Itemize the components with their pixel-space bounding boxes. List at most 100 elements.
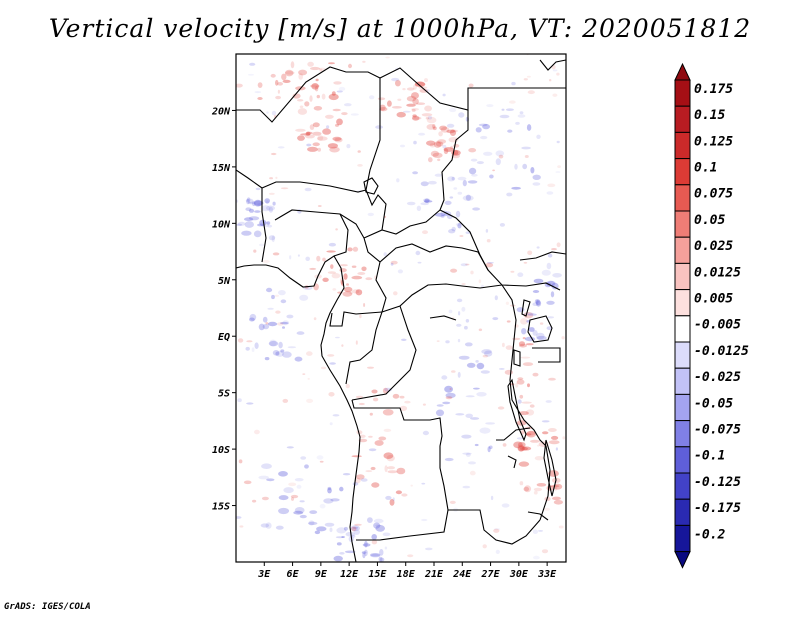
updraft-patch [355, 395, 364, 399]
updraft-patch [331, 91, 336, 96]
downdraft-patch [534, 299, 539, 304]
updraft-patch [379, 104, 386, 111]
downdraft-patch [329, 362, 336, 365]
downdraft-patch [457, 176, 467, 181]
updraft-patch [269, 177, 273, 180]
downdraft-patch [485, 229, 489, 233]
updraft-patch [433, 141, 442, 148]
updraft-patch [425, 117, 430, 120]
downdraft-patch [245, 198, 254, 203]
updraft-patch [478, 279, 482, 284]
downdraft-patch [489, 445, 493, 450]
downdraft-patch [299, 294, 309, 301]
downdraft-patch [296, 484, 302, 489]
downdraft-patch [375, 125, 383, 129]
updraft-patch [254, 429, 260, 435]
updraft-patch [523, 486, 530, 492]
downdraft-patch [485, 422, 495, 425]
updraft-patch [307, 146, 318, 152]
downdraft-patch [282, 351, 292, 358]
plot-title: Vertical velocity [m/s] at 1000hPa, VT: … [48, 14, 752, 43]
updraft-patch [332, 108, 341, 112]
downdraft-patch [236, 223, 243, 226]
updraft-patch [257, 97, 263, 100]
updraft-patch [327, 143, 338, 149]
updraft-patch [290, 61, 295, 69]
updraft-patch [412, 116, 422, 120]
downdraft-patch [455, 210, 461, 218]
downdraft-patch [423, 200, 433, 203]
updraft-patch [371, 482, 380, 488]
updraft-patch [291, 497, 294, 501]
downdraft-patch [257, 223, 264, 227]
updraft-patch [402, 88, 406, 91]
updraft-patch [277, 322, 284, 326]
downdraft-patch [458, 355, 470, 360]
updraft-patch [478, 328, 483, 332]
downdraft-patch [391, 77, 400, 82]
updraft-patch [558, 525, 564, 529]
downdraft-patch [385, 495, 392, 500]
downdraft-patch [467, 180, 478, 184]
updraft-patch [351, 265, 357, 268]
updraft-patch [395, 490, 402, 495]
downdraft-patch [474, 443, 479, 447]
updraft-patch [519, 394, 524, 399]
downdraft-patch [451, 226, 456, 232]
updraft-patch [268, 192, 275, 195]
downdraft-patch [481, 349, 492, 355]
updraft-patch [297, 135, 305, 141]
updraft-patch [509, 100, 516, 104]
lat-tick-label: 15S [212, 502, 230, 513]
updraft-patch [524, 155, 529, 158]
updraft-patch [383, 452, 394, 460]
updraft-patch [351, 526, 357, 532]
lat-tick-label: 10N [212, 219, 231, 230]
downdraft-patch [280, 321, 289, 325]
updraft-patch [443, 147, 454, 152]
updraft-patch [526, 75, 531, 78]
downdraft-patch [277, 146, 285, 149]
updraft-patch [525, 343, 534, 346]
updraft-patch [401, 493, 408, 497]
downdraft-patch [465, 319, 470, 323]
downdraft-patch [364, 549, 368, 556]
updraft-patch [362, 60, 366, 63]
downdraft-patch [541, 420, 550, 423]
downdraft-patch [468, 461, 476, 465]
downdraft-patch [434, 212, 446, 217]
downdraft-patch [457, 191, 463, 195]
updraft-patch [437, 139, 447, 144]
updraft-patch [311, 83, 319, 90]
downdraft-patch [342, 473, 351, 476]
downdraft-patch [428, 180, 437, 185]
downdraft-patch [490, 495, 494, 501]
downdraft-patch [499, 368, 505, 370]
colorbar-label: -0.175 [694, 501, 741, 516]
updraft-patch [422, 403, 426, 406]
colorbar-label: -0.2 [694, 527, 725, 542]
updraft-patch [521, 446, 527, 449]
updraft-patch [505, 345, 513, 350]
downdraft-patch [441, 375, 448, 380]
downdraft-patch [267, 321, 278, 327]
coastline [236, 255, 361, 562]
downdraft-patch [246, 197, 251, 202]
updraft-patch [549, 79, 552, 82]
downdraft-patch [413, 140, 417, 145]
updraft-patch [327, 354, 335, 357]
updraft-patch [352, 289, 360, 294]
downdraft-patch [519, 111, 524, 115]
lat-tick-label: 20N [211, 106, 231, 117]
updraft-patch [336, 118, 343, 126]
map-frame [235, 53, 567, 563]
updraft-patch [493, 528, 500, 533]
updraft-patch [422, 230, 428, 235]
updraft-patch [534, 456, 544, 461]
downdraft-patch [451, 176, 455, 181]
updraft-patch [236, 83, 243, 88]
updraft-patch [428, 157, 433, 163]
downdraft-patch [444, 385, 453, 393]
updraft-patch [309, 124, 315, 130]
lon-tick-label: 15E [368, 569, 387, 580]
